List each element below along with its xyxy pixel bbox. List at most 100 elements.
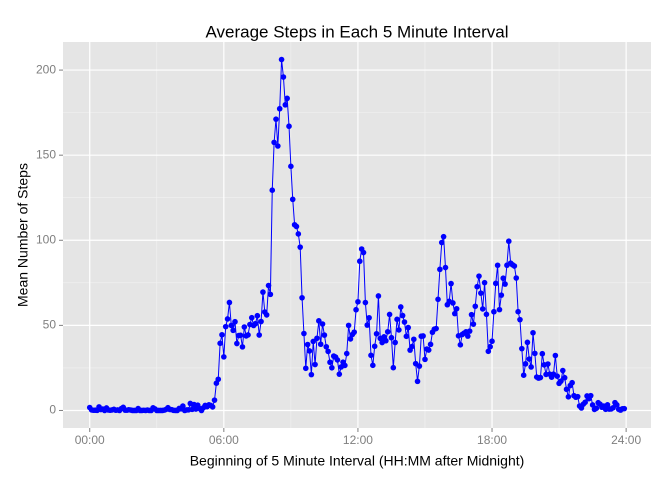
data-point: [248, 314, 255, 321]
data-point: [500, 275, 507, 282]
data-point: [314, 335, 320, 342]
data-point: [232, 318, 238, 325]
data-point: [325, 348, 331, 355]
data-point: [403, 333, 410, 340]
data-point: [327, 359, 333, 366]
data-point: [265, 282, 272, 289]
data-point: [224, 316, 231, 322]
data-point: [304, 341, 311, 348]
data-point: [539, 350, 546, 357]
data-point: [569, 379, 575, 386]
data-point: [427, 341, 434, 348]
data-point: [472, 303, 479, 310]
data-point: [593, 405, 600, 412]
data-point: [505, 238, 512, 245]
data-point: [494, 262, 501, 269]
data-point: [519, 345, 525, 352]
data-point: [241, 324, 248, 330]
data-point: [621, 405, 628, 412]
data-point: [310, 338, 317, 345]
data-point: [312, 361, 318, 368]
data-point: [520, 372, 527, 379]
data-point: [614, 402, 620, 408]
data-point: [219, 331, 225, 338]
data-point: [293, 223, 300, 230]
data-point: [364, 322, 371, 328]
data-point: [526, 356, 533, 362]
data-point: [217, 340, 223, 347]
data-point: [373, 330, 380, 337]
data-point: [366, 314, 372, 321]
data-point: [245, 332, 251, 338]
data-point: [321, 332, 328, 338]
data-point: [301, 330, 307, 337]
data-point: [269, 187, 276, 193]
data-point: [222, 323, 229, 330]
data-point: [316, 318, 322, 324]
data-point: [399, 312, 406, 319]
data-point: [355, 298, 361, 305]
data-point: [351, 329, 358, 335]
data-point: [288, 163, 294, 170]
data-point: [392, 339, 398, 346]
data-point: [370, 362, 376, 369]
data-point: [397, 304, 404, 310]
data-point: [299, 294, 305, 301]
data-point: [226, 299, 233, 306]
data-point: [433, 325, 439, 332]
data-point: [414, 378, 421, 385]
data-point: [180, 403, 186, 409]
x-tick-label: 06:00: [209, 433, 239, 447]
data-point: [552, 352, 559, 359]
data-point: [306, 348, 313, 354]
data-point: [329, 364, 335, 371]
data-point: [388, 334, 395, 341]
data-point: [368, 352, 374, 359]
data-point: [323, 343, 330, 350]
data-point: [252, 320, 259, 327]
data-point: [234, 340, 240, 347]
data-point: [228, 322, 235, 329]
data-point: [582, 399, 588, 406]
data-point: [278, 56, 285, 63]
data-point: [302, 365, 309, 372]
data-point: [336, 371, 343, 377]
data-point: [289, 196, 296, 203]
data-point: [394, 316, 400, 323]
data-point: [451, 310, 458, 317]
data-point: [558, 378, 564, 384]
x-tick-label: 00:00: [75, 433, 105, 447]
data-point: [254, 312, 261, 319]
data-point: [383, 337, 389, 344]
data-point: [574, 393, 581, 400]
data-point: [502, 281, 508, 287]
data-point: [260, 289, 266, 295]
x-axis-title: Beginning of 5 Minute Interval (HH:MM af…: [190, 453, 525, 469]
data-point: [438, 239, 445, 246]
data-point: [498, 292, 505, 298]
data-point: [440, 233, 447, 240]
data-point: [237, 332, 244, 339]
x-tick-label: 24:00: [611, 433, 641, 447]
data-point: [209, 404, 216, 410]
data-point: [587, 392, 594, 399]
data-point: [466, 328, 473, 334]
data-point: [524, 339, 531, 346]
data-point: [515, 308, 521, 315]
data-point: [465, 333, 471, 339]
data-point: [478, 290, 484, 296]
data-point: [271, 139, 277, 146]
data-point: [342, 362, 348, 369]
data-point: [347, 336, 354, 342]
data-point: [457, 342, 464, 348]
data-point: [282, 102, 289, 108]
y-tick-label: 0: [49, 403, 56, 417]
data-point: [589, 402, 596, 408]
data-point: [604, 402, 611, 408]
data-point: [258, 318, 264, 325]
data-point: [554, 373, 561, 379]
data-point: [537, 374, 544, 381]
data-point: [211, 397, 218, 403]
data-point: [343, 350, 350, 357]
